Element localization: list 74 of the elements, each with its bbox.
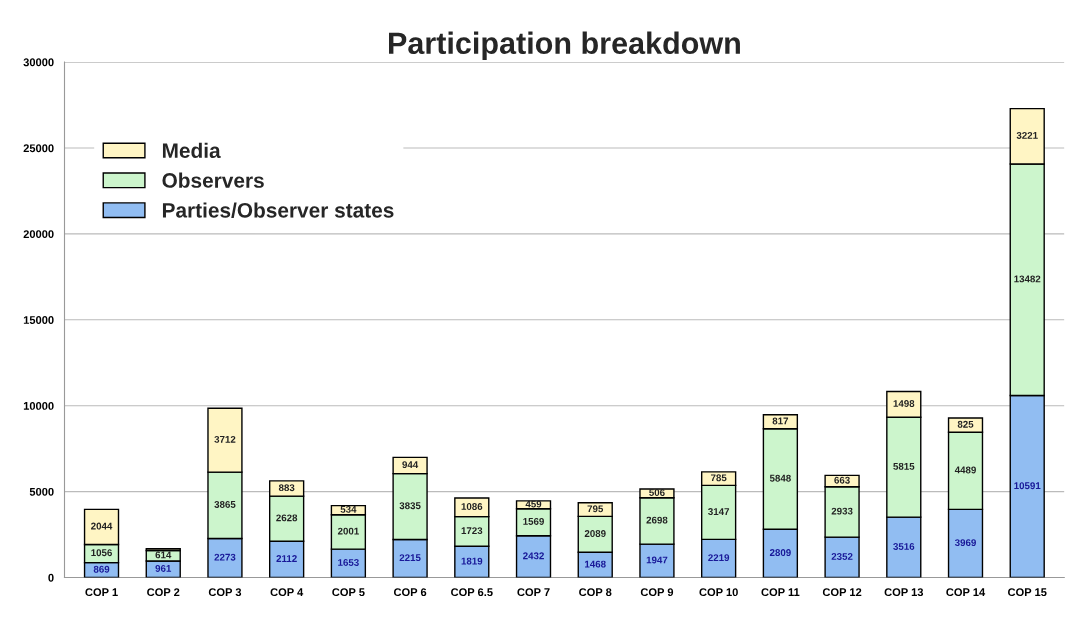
y-tick-label: 0 <box>48 573 54 582</box>
chart-title: Participation breakdown <box>389 31 740 61</box>
data-label: 3865 <box>214 501 236 508</box>
legend-label: Parties/Observer states <box>162 202 394 218</box>
data-label: 1468 <box>585 560 606 568</box>
x-tick-label: COP 7 <box>517 588 550 597</box>
data-label: 5848 <box>769 474 791 482</box>
data-label: 2044 <box>91 522 113 530</box>
data-label: 1653 <box>338 559 359 566</box>
data-label: 2273 <box>214 553 236 561</box>
x-tick-label: COP 3 <box>208 588 242 597</box>
x-tick-label: COP 12 <box>822 588 862 597</box>
data-label: 3712 <box>214 435 236 443</box>
data-label: 2219 <box>708 554 730 562</box>
legend-label: Media <box>162 142 221 158</box>
data-label: 663 <box>834 476 850 484</box>
data-label: 1056 <box>91 549 112 557</box>
data-label: 614 <box>155 551 172 559</box>
data-label: 944 <box>402 461 419 469</box>
data-label: 5815 <box>893 462 915 470</box>
data-label: 2809 <box>769 549 791 557</box>
data-label: 534 <box>340 505 357 513</box>
data-label: 459 <box>525 500 542 508</box>
data-label: 2432 <box>523 552 544 560</box>
y-tick-label: 10000 <box>23 401 54 410</box>
data-label: 4489 <box>954 466 976 474</box>
x-tick-label: COP 6.5 <box>451 588 493 597</box>
y-tick-label: 30000 <box>23 58 54 67</box>
data-label: 1723 <box>461 527 483 535</box>
legend-label: Observers <box>162 172 264 188</box>
data-label: 2112 <box>276 555 297 562</box>
data-label: 883 <box>278 484 295 492</box>
data-label: 785 <box>710 474 727 482</box>
x-tick-label: COP 9 <box>640 588 674 597</box>
data-label: 13482 <box>1014 275 1041 283</box>
y-tick-label: 15000 <box>23 316 54 324</box>
data-label: 506 <box>649 489 665 496</box>
x-tick-label: COP 11 <box>761 588 800 597</box>
data-label: 2628 <box>276 514 298 522</box>
data-label: 2089 <box>584 530 606 537</box>
data-label: 3835 <box>399 502 421 510</box>
x-tick-label: COP 14 <box>946 588 986 597</box>
data-label: 1947 <box>646 556 668 564</box>
x-tick-label: COP 10 <box>699 588 738 597</box>
data-label: 1569 <box>523 517 544 525</box>
data-label: 3147 <box>708 508 730 515</box>
data-label: 3221 <box>1016 131 1038 139</box>
x-tick-label: COP 1 <box>85 588 118 597</box>
data-label: 1819 <box>461 557 483 565</box>
data-label: 3516 <box>893 543 915 550</box>
data-label: 2001 <box>337 527 359 535</box>
x-tick-label: COP 4 <box>270 588 304 597</box>
x-tick-label: COP 13 <box>884 588 924 597</box>
data-label: 2215 <box>399 554 421 562</box>
data-label: 961 <box>155 565 172 572</box>
data-label: 3969 <box>954 539 976 547</box>
data-label: 2933 <box>831 507 853 515</box>
data-label: 2352 <box>831 553 853 560</box>
x-tick-label: COP 2 <box>147 588 180 597</box>
data-label: 1498 <box>893 400 915 407</box>
data-label: 817 <box>772 417 789 425</box>
x-tick-label: COP 5 <box>332 588 365 597</box>
y-tick-label: 5000 <box>29 487 54 496</box>
x-tick-label: COP 6 <box>393 588 427 597</box>
data-label: 825 <box>957 420 974 428</box>
y-tick-label: 20000 <box>23 230 54 239</box>
y-tick-label: 25000 <box>23 144 54 153</box>
data-label: 795 <box>587 505 604 513</box>
data-label: 2698 <box>646 516 668 524</box>
x-tick-label: COP 15 <box>1008 588 1047 597</box>
data-label: 10591 <box>1014 482 1041 490</box>
data-label: 869 <box>93 565 110 573</box>
data-label: 1086 <box>461 503 483 510</box>
x-tick-label: COP 8 <box>579 588 612 597</box>
